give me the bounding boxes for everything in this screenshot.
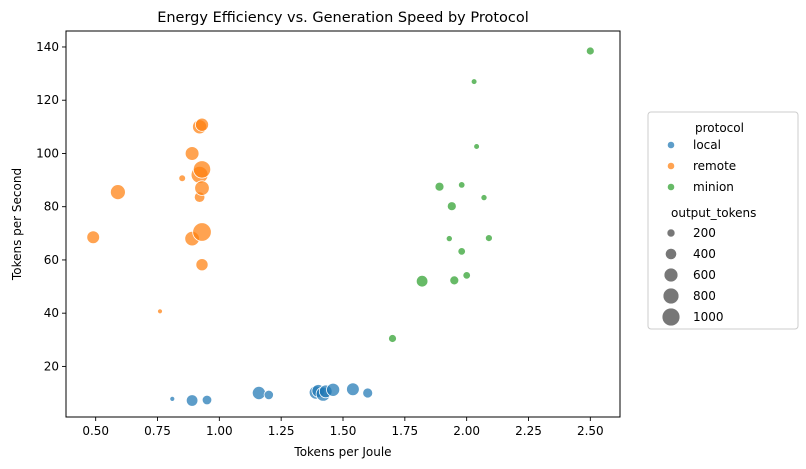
point-remote-5 xyxy=(184,146,200,161)
legend-size-label-400: 400 xyxy=(693,247,716,261)
point-local-11 xyxy=(362,387,374,399)
y-axis-ticks: 20 40 60 80 100 120 140 xyxy=(36,40,66,373)
points-layer xyxy=(86,46,595,407)
legend-size-label-600: 600 xyxy=(693,268,716,282)
x-tick-label: 1.75 xyxy=(391,424,418,438)
point-remote-12 xyxy=(192,222,212,242)
legend-size-label-800: 800 xyxy=(693,289,716,303)
point-remote-1 xyxy=(110,184,126,201)
y-tick-label: 60 xyxy=(44,253,59,267)
point-minion-1 xyxy=(415,275,429,288)
legend-marker-remote xyxy=(667,162,675,170)
x-tick-label: 2.50 xyxy=(577,424,604,438)
legend-size-marker-1000 xyxy=(661,307,681,327)
point-remote-11 xyxy=(194,180,210,196)
point-minion-13 xyxy=(585,46,595,56)
legend-label-remote: remote xyxy=(693,159,736,173)
point-remote-9 xyxy=(194,117,209,132)
point-local-4 xyxy=(263,389,274,400)
point-minion-10 xyxy=(473,143,480,150)
point-remote-10 xyxy=(192,160,212,179)
point-remote-13 xyxy=(195,258,209,272)
legend-size-title: output_tokens xyxy=(671,206,756,220)
legend-size-marker-600 xyxy=(663,267,679,283)
legend-hue-entries: local remote minion xyxy=(667,138,736,194)
legend-label-minion: minion xyxy=(693,180,734,194)
point-minion-11 xyxy=(480,194,488,202)
legend-size-label-200: 200 xyxy=(693,226,716,240)
y-tick-label: 40 xyxy=(44,306,59,320)
point-local-0 xyxy=(169,395,176,402)
legend-size-label-1000: 1000 xyxy=(693,310,724,324)
point-minion-0 xyxy=(388,334,397,343)
legend-label-local: local xyxy=(693,138,721,152)
point-local-2 xyxy=(201,394,213,406)
legend-size-marker-400 xyxy=(665,248,677,260)
y-tick-label: 80 xyxy=(44,200,59,214)
x-tick-label: 2.25 xyxy=(515,424,542,438)
point-local-1 xyxy=(185,394,199,407)
point-minion-5 xyxy=(449,275,460,286)
point-minion-9 xyxy=(470,78,478,85)
plot-frame xyxy=(65,30,621,418)
point-remote-0 xyxy=(86,230,100,245)
chart-title: Energy Efficiency vs. Generation Speed b… xyxy=(157,10,529,26)
legend-size-entries: 200 400 600 800 1000 xyxy=(661,226,724,327)
y-tick-label: 120 xyxy=(36,93,59,107)
x-axis-ticks: 0.50 0.75 1.00 1.25 1.50 1.75 2.00 2.25 2.50 xyxy=(82,417,604,438)
legend-box xyxy=(647,111,799,330)
point-minion-6 xyxy=(458,181,466,189)
legend-marker-minion xyxy=(667,183,675,191)
y-axis-label: Tokens per Second xyxy=(10,168,24,281)
point-minion-2 xyxy=(434,181,445,192)
x-tick-label: 0.50 xyxy=(82,424,109,438)
y-tick-label: 140 xyxy=(36,40,59,54)
x-tick-label: 2.00 xyxy=(453,424,480,438)
x-tick-label: 1.50 xyxy=(330,424,357,438)
point-local-3 xyxy=(251,385,266,400)
x-tick-label: 1.25 xyxy=(268,424,295,438)
point-local-9 xyxy=(326,382,341,397)
x-tick-label: 1.00 xyxy=(206,424,233,438)
point-remote-2 xyxy=(157,308,163,315)
legend-hue-title: protocol xyxy=(695,121,744,135)
point-minion-12 xyxy=(484,234,493,243)
legend-size-marker-800 xyxy=(662,287,680,305)
point-minion-4 xyxy=(446,201,457,212)
point-minion-7 xyxy=(457,247,466,256)
legend: protocol local remote minion output_tokens… xyxy=(647,111,799,330)
x-axis-label: Tokens per Joule xyxy=(293,445,391,459)
point-minion-3 xyxy=(445,235,453,243)
point-minion-8 xyxy=(462,271,471,280)
legend-marker-local xyxy=(667,141,675,149)
y-tick-label: 100 xyxy=(36,146,59,160)
x-tick-label: 0.75 xyxy=(144,424,171,438)
point-remote-3 xyxy=(178,174,187,183)
y-tick-label: 20 xyxy=(44,359,59,373)
legend-size-marker-200 xyxy=(666,228,676,238)
point-local-10 xyxy=(346,382,360,397)
